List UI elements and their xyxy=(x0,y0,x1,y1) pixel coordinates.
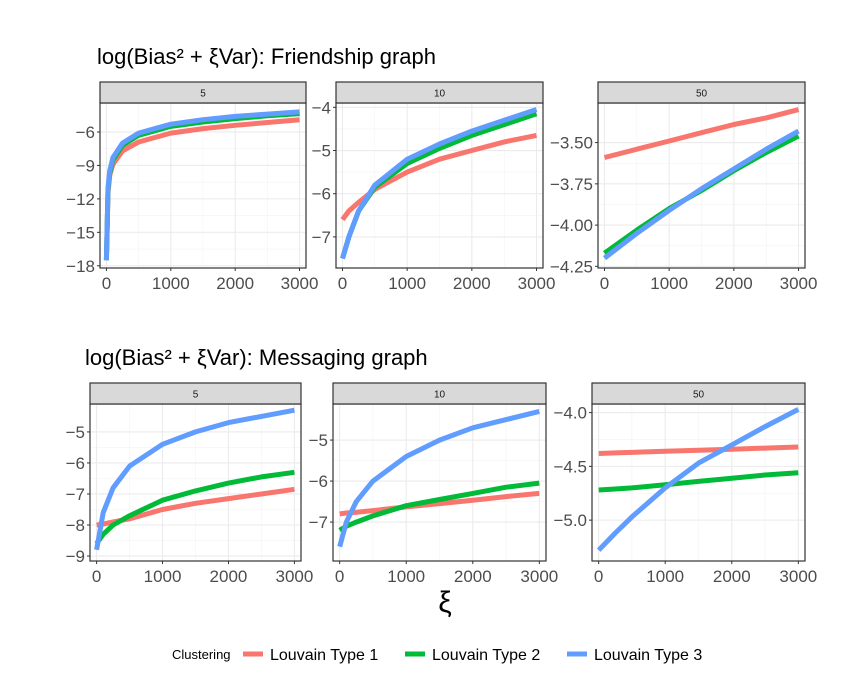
facet-strip-label: 50 xyxy=(696,89,708,100)
x-tick-label: 2000 xyxy=(216,274,254,293)
x-tick-label: 0 xyxy=(102,274,111,293)
facet-strip-label: 50 xyxy=(693,390,705,401)
legend-label: Louvain Type 2 xyxy=(432,647,540,664)
y-tick-label: −9 xyxy=(66,547,85,566)
x-tick-label: 1000 xyxy=(646,567,684,586)
panel-row2-facet-5: 0 1000 2000 3000 −5 −6 −7 −8 −9 5 xyxy=(66,382,313,586)
y-tick-label: −9 xyxy=(76,156,95,175)
x-tick-label: 1000 xyxy=(387,567,425,586)
facet-strip xyxy=(591,382,806,405)
legend-label: Louvain Type 3 xyxy=(594,647,702,664)
legend-title: Clustering xyxy=(172,647,231,662)
messaging-title: log(Bias² + ξVar): Messaging graph xyxy=(85,345,428,370)
series-line-louvain-type-3 xyxy=(103,109,300,261)
y-tick-label: −6 xyxy=(66,454,85,473)
x-tick-label: 2000 xyxy=(713,567,751,586)
x-tick-label: 3000 xyxy=(281,274,319,293)
facet-strip-label: 10 xyxy=(434,390,446,401)
y-tick-label: −6 xyxy=(76,123,95,142)
facet-strip xyxy=(335,81,544,104)
x-tick-label: 3000 xyxy=(779,567,817,586)
y-tick-label: −4.00 xyxy=(550,216,593,235)
series-line-louvain-type-3 xyxy=(602,128,800,261)
facet-strip-label: 5 xyxy=(193,390,199,401)
x-axis-label: ξ xyxy=(438,586,451,619)
legend-label: Louvain Type 1 xyxy=(270,647,378,664)
y-tick-label: −15 xyxy=(66,223,95,242)
y-tick-label: −4.5 xyxy=(553,457,587,476)
y-tick-label: −4.25 xyxy=(550,257,593,276)
facet-strip xyxy=(597,81,806,104)
facet-strip-label: 10 xyxy=(434,89,446,100)
legend-item: Louvain Type 1 xyxy=(243,647,378,664)
x-tick-label: 1000 xyxy=(388,274,426,293)
y-tick-label: −5.0 xyxy=(553,511,587,530)
x-tick-label: 2000 xyxy=(453,274,491,293)
series-line-louvain-type-3 xyxy=(340,107,538,260)
series-line-louvain-type-1 xyxy=(603,107,800,160)
y-tick-label: −5 xyxy=(312,142,331,161)
x-tick-label: 2000 xyxy=(210,567,248,586)
facet-strip xyxy=(89,382,302,405)
x-tick-label: 3000 xyxy=(518,274,556,293)
x-tick-label: 1000 xyxy=(144,567,182,586)
y-tick-label: −7 xyxy=(309,513,328,532)
panel-row1-facet-10: 0 1000 2000 3000 −4 −5 −6 −7 10 xyxy=(312,81,556,293)
series-line-louvain-type-2 xyxy=(338,480,540,533)
panel-row1-facet-50: 0 1000 2000 3000 −3.50 −3.75 −4.00 −4.25 50 xyxy=(550,81,818,293)
panel-row2-facet-10: 0 1000 2000 3000 −5 −6 −7 10 xyxy=(309,382,558,586)
x-tick-label: 2000 xyxy=(715,274,753,293)
y-tick-label: −3.50 xyxy=(550,134,593,153)
series-line-louvain-type-1 xyxy=(598,444,799,456)
x-tick-label: 0 xyxy=(594,567,603,586)
y-tick-label: −7 xyxy=(66,485,85,504)
y-tick-label: −5 xyxy=(66,423,85,442)
legend-item: Louvain Type 3 xyxy=(567,647,702,664)
series-line-louvain-type-1 xyxy=(340,132,537,222)
series-line-louvain-type-3 xyxy=(337,408,540,548)
x-tick-label: 0 xyxy=(338,274,347,293)
series-line-louvain-type-2 xyxy=(598,470,799,493)
y-tick-label: −6 xyxy=(309,472,328,491)
x-tick-label: 2000 xyxy=(454,567,492,586)
y-tick-label: −4 xyxy=(312,98,331,117)
friendship-title: log(Bias² + ξVar): Friendship graph xyxy=(97,44,436,69)
y-tick-label: −4.0 xyxy=(553,404,587,423)
y-tick-label: −3.75 xyxy=(550,175,593,194)
x-tick-label: 1000 xyxy=(152,274,190,293)
legend-item: Louvain Type 2 xyxy=(405,647,540,664)
legend: Clustering Louvain Type 1 Louvain Type 2 L… xyxy=(172,647,702,664)
series-line-louvain-type-2 xyxy=(94,469,295,546)
panel-row1-facet-5: 0 1000 2000 3000 −6 −9 −12 −15 −18 5 xyxy=(66,81,319,293)
y-tick-label: −7 xyxy=(312,228,331,247)
series-line-louvain-type-3 xyxy=(596,407,800,552)
facet-strip-label: 5 xyxy=(200,89,206,100)
y-tick-label: −6 xyxy=(312,185,331,204)
facet-strip xyxy=(99,81,307,104)
facet-strip xyxy=(332,382,547,405)
y-tick-label: −5 xyxy=(309,431,328,450)
y-tick-label: −12 xyxy=(66,190,95,209)
x-tick-label: 3000 xyxy=(780,274,818,293)
y-tick-label: −8 xyxy=(66,516,85,535)
series-line-louvain-type-3 xyxy=(94,407,295,551)
x-tick-label: 0 xyxy=(92,567,101,586)
x-tick-label: 0 xyxy=(600,274,609,293)
series-line-louvain-type-1 xyxy=(96,486,295,528)
x-tick-label: 3000 xyxy=(275,567,313,586)
x-tick-label: 1000 xyxy=(650,274,688,293)
panel-row2-facet-50: 0 1000 2000 3000 −4.0 −4.5 −5.0 50 xyxy=(553,382,817,586)
x-tick-label: 0 xyxy=(335,567,344,586)
y-tick-label: −18 xyxy=(66,257,95,276)
x-tick-label: 3000 xyxy=(520,567,558,586)
